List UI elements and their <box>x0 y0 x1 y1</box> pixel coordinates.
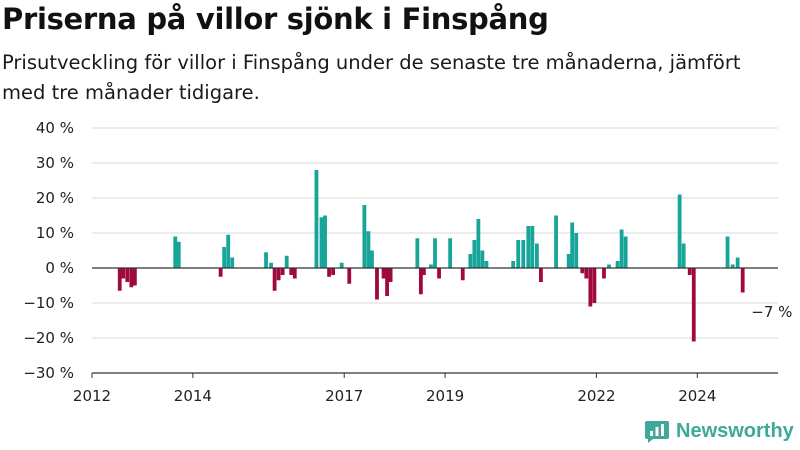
bar <box>607 264 611 268</box>
bar <box>740 268 745 293</box>
bar <box>323 215 327 268</box>
x-tick-label: 2024 <box>678 387 716 405</box>
x-tick-label: 2019 <box>426 387 464 405</box>
bar <box>534 243 539 268</box>
bar <box>677 194 682 268</box>
bar <box>521 240 526 268</box>
bar <box>366 231 371 268</box>
bars <box>117 170 745 342</box>
bar <box>327 268 331 277</box>
x-tick-label: 2022 <box>577 387 615 405</box>
bar <box>468 254 473 268</box>
bar <box>269 262 273 268</box>
bar <box>588 268 593 307</box>
bar <box>511 261 516 268</box>
x-tick-label: 2012 <box>73 387 111 405</box>
bar <box>516 240 521 268</box>
bar <box>433 238 437 268</box>
bar <box>121 268 126 279</box>
bar <box>375 268 379 300</box>
bar <box>730 264 735 268</box>
bar <box>725 236 730 268</box>
bar <box>284 255 289 268</box>
bar <box>276 268 281 281</box>
brand-name: Newsworthy <box>676 419 794 442</box>
bar <box>554 215 558 268</box>
bar <box>385 268 389 296</box>
bar <box>687 268 692 275</box>
bar <box>218 268 223 277</box>
y-tick-label: 20 % <box>36 189 74 207</box>
bar <box>129 268 134 288</box>
bar <box>132 268 137 286</box>
bar <box>429 264 433 268</box>
x-tick-label: 2014 <box>174 387 212 405</box>
bar <box>570 222 575 268</box>
chart-title: Priserna på villor sjönk i Finspång <box>2 2 549 36</box>
newsworthy-logo: Newsworthy <box>644 418 794 444</box>
y-tick-label: −30 % <box>23 364 74 382</box>
bar <box>460 268 465 281</box>
bar <box>681 243 686 268</box>
bar <box>566 254 571 268</box>
chart-subtitle: Prisutveckling för villor i Finspång und… <box>2 51 741 104</box>
bar <box>117 268 122 291</box>
x-tick-labels: 2012 2014 2017 2019 2022 2024 <box>73 373 716 405</box>
y-tick-label: 10 % <box>36 224 74 242</box>
bar <box>339 262 344 268</box>
bar <box>526 226 531 268</box>
bar <box>574 233 579 268</box>
bar <box>480 250 485 268</box>
y-tick-labels: −30 % −20 % −10 % 0 % 10 % 20 % 30 % 40 % <box>23 119 74 382</box>
newsworthy-logo-icon <box>645 421 669 443</box>
bar <box>319 217 324 268</box>
y-tick-label: −10 % <box>23 294 74 312</box>
bar <box>472 240 477 268</box>
bar <box>422 268 426 275</box>
y-tick-label: 40 % <box>36 119 74 137</box>
bar <box>289 268 294 275</box>
bar <box>292 268 297 279</box>
y-tick-label: −20 % <box>23 329 74 347</box>
bar <box>125 268 130 282</box>
bar <box>735 257 740 268</box>
gridlines <box>92 127 778 339</box>
bar <box>476 219 481 268</box>
bar <box>602 268 606 279</box>
bar <box>370 250 374 268</box>
bar <box>615 261 620 268</box>
bar <box>418 268 423 295</box>
bar <box>272 268 277 291</box>
bar <box>415 238 420 268</box>
x-tick-label: 2017 <box>325 387 363 405</box>
bar <box>530 226 535 268</box>
bar <box>314 170 319 268</box>
bar <box>619 229 624 268</box>
bar <box>539 268 543 282</box>
bar <box>280 268 285 275</box>
bar <box>584 268 589 279</box>
y-tick-label: 30 % <box>36 154 74 172</box>
y-tick-label: 0 % <box>45 259 74 277</box>
bar <box>484 261 489 268</box>
bar <box>347 268 352 284</box>
bar <box>381 268 386 279</box>
bar <box>592 268 597 303</box>
bar <box>448 238 453 268</box>
bar <box>437 268 441 279</box>
bar <box>331 268 336 275</box>
bar <box>176 241 181 268</box>
bar <box>362 205 367 268</box>
last-value-label: −7 % <box>751 303 792 321</box>
bar <box>388 268 393 282</box>
bar <box>226 234 231 268</box>
bar <box>264 252 268 268</box>
bar <box>580 268 585 274</box>
bar <box>173 236 178 268</box>
bar <box>623 236 628 268</box>
bar <box>230 257 235 268</box>
bar <box>222 247 227 268</box>
bar <box>691 268 696 342</box>
